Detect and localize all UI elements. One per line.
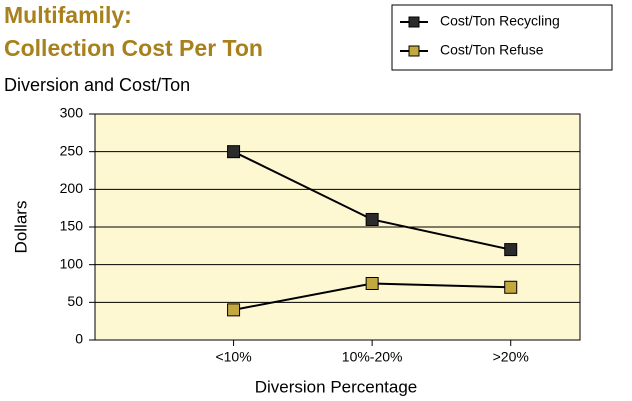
- data-point: [365, 277, 379, 290]
- y-tick-label: 150: [60, 218, 84, 234]
- y-tick-label: 250: [60, 142, 84, 158]
- legend-box: [391, 4, 613, 71]
- legend-label: Cost/Ton Recycling: [440, 13, 560, 29]
- x-tick-label: >20%: [493, 349, 529, 365]
- x-tick-label: <10%: [215, 349, 251, 365]
- chart-subtitle: Diversion and Cost/Ton: [4, 75, 190, 95]
- y-tick-label: 50: [67, 293, 83, 309]
- legend-label: Cost/Ton Refuse: [440, 42, 544, 58]
- y-axis-label: Dollars: [11, 201, 30, 254]
- x-axis-label: Diversion Percentage: [255, 377, 418, 396]
- y-tick-label: 200: [60, 180, 84, 196]
- data-point: [504, 280, 518, 294]
- data-point: [365, 212, 379, 226]
- chart-title: Multifamily:: [4, 2, 132, 28]
- y-tick-label: 300: [60, 105, 84, 121]
- legend-marker: [408, 16, 420, 28]
- legend-marker: [408, 45, 420, 57]
- data-point: [504, 243, 518, 257]
- chart-title: Collection Cost Per Ton: [4, 35, 263, 61]
- y-tick-label: 0: [75, 331, 83, 347]
- data-point: [227, 303, 241, 317]
- data-point: [227, 145, 241, 159]
- y-tick-label: 100: [60, 255, 84, 271]
- x-tick-label: 10%-20%: [342, 349, 403, 365]
